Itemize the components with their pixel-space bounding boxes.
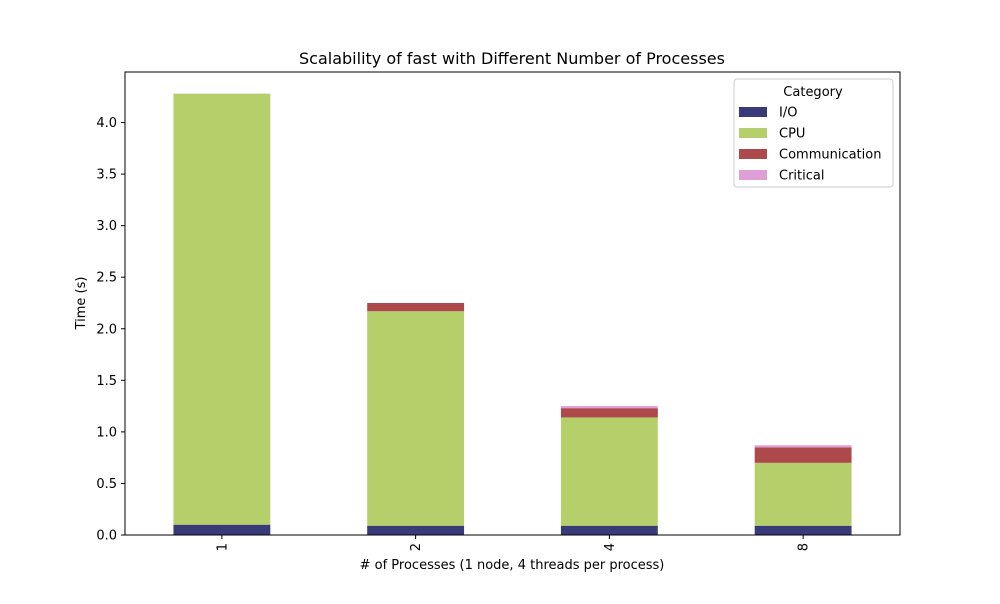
bar-cpu-8 — [754, 462, 852, 526]
y-tick-label: 1.5 — [96, 374, 117, 389]
bar-communication-8 — [754, 447, 852, 463]
x-tick-label: 2 — [409, 543, 424, 551]
bar-cpu-1 — [173, 93, 271, 525]
bar-communication-2 — [367, 302, 465, 312]
x-axis: 1 2 4 8 — [215, 535, 812, 551]
bars-group — [173, 93, 852, 535]
x-tick-label: 4 — [603, 543, 618, 551]
bar-i-o-1 — [173, 524, 271, 535]
x-tick-label: 8 — [797, 543, 812, 551]
legend-swatch — [739, 170, 767, 180]
x-axis-label: # of Processes (1 node, 4 threads per pr… — [360, 558, 665, 573]
legend-label: CPU — [779, 127, 805, 142]
y-tick-label: 1.0 — [96, 425, 117, 440]
legend-swatch — [739, 149, 767, 159]
y-tick-label: 4.0 — [96, 116, 117, 131]
y-tick-label: 0.0 — [96, 529, 117, 544]
x-tick-label: 1 — [215, 543, 230, 551]
y-tick-label: 3.5 — [96, 168, 117, 183]
y-axis: 0.0 0.5 1.0 1.5 2.0 2.5 3.0 3.5 4.0 — [96, 116, 125, 544]
bar-cpu-2 — [367, 311, 465, 526]
legend-swatch — [739, 107, 767, 117]
chart-title: Scalability of fast with Different Numbe… — [299, 49, 725, 68]
legend-items: I/O CPU Communication Critical — [739, 106, 881, 184]
legend-label: Communication — [779, 148, 881, 163]
y-tick-label: 3.0 — [96, 219, 117, 234]
legend-swatch — [739, 128, 767, 138]
bar-i-o-4 — [560, 525, 658, 535]
plot-frame — [124, 71, 901, 536]
legend-frame — [733, 78, 894, 188]
legend-title: Category — [783, 85, 843, 100]
bar-cpu-4 — [560, 417, 658, 526]
y-axis-label: Time (s) — [74, 277, 89, 331]
y-tick-label: 2.5 — [96, 271, 117, 286]
bar-i-o-8 — [754, 525, 852, 535]
legend-label: I/O — [779, 106, 797, 121]
legend: Category I/O CPU Communication Critical — [733, 78, 894, 188]
bar-communication-4 — [560, 408, 658, 418]
y-tick-label: 0.5 — [96, 477, 117, 492]
bar-critical-8 — [754, 445, 852, 448]
bar-critical-4 — [560, 406, 658, 409]
bar-i-o-2 — [367, 525, 465, 535]
y-tick-label: 2.0 — [96, 322, 117, 337]
legend-label: Critical — [779, 169, 824, 184]
